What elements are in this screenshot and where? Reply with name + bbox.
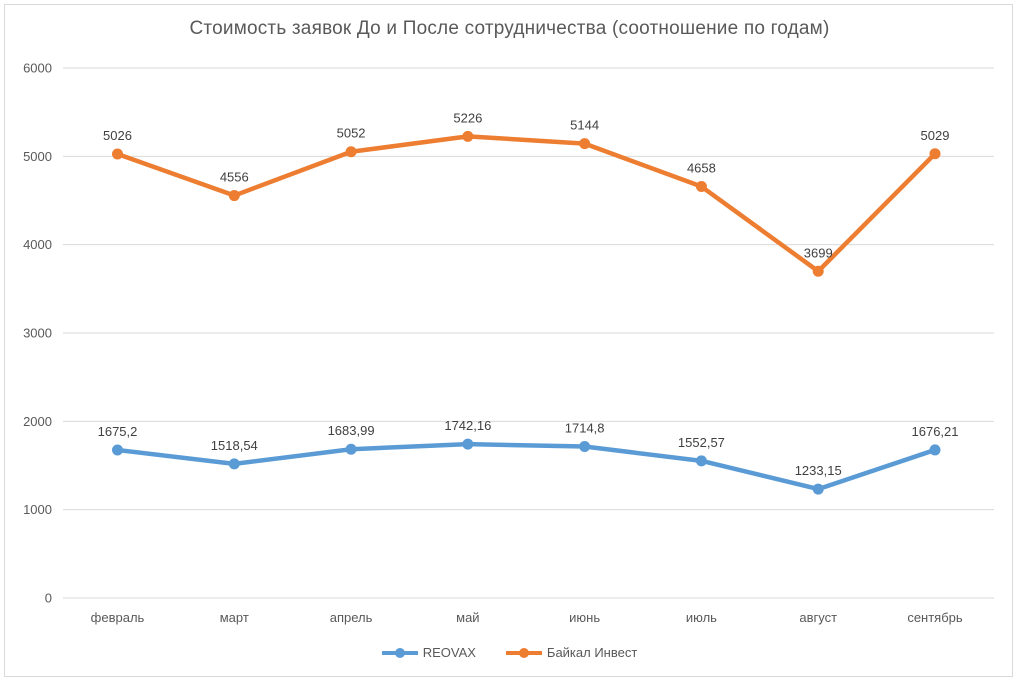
data-label: 4658 xyxy=(687,161,716,176)
data-point xyxy=(462,130,474,142)
data-point xyxy=(345,146,357,158)
x-axis-label: апрель xyxy=(330,610,373,625)
data-point xyxy=(579,441,591,453)
data-label: 5052 xyxy=(337,126,366,141)
data-point xyxy=(462,438,474,450)
y-tick-label: 1000 xyxy=(23,502,52,517)
data-label: 5144 xyxy=(570,118,599,133)
x-axis-label: июнь xyxy=(569,610,600,625)
data-point xyxy=(695,455,707,467)
legend-marker-baikal-invest xyxy=(505,647,542,658)
x-axis-label: февраль xyxy=(91,610,145,625)
y-tick-label: 5000 xyxy=(23,149,52,164)
chart-frame xyxy=(4,4,1013,677)
data-label: 1233,15 xyxy=(795,463,842,478)
data-point xyxy=(345,443,357,455)
data-point xyxy=(112,444,123,456)
data-label: 1742,16 xyxy=(444,418,491,433)
x-axis-label: август xyxy=(799,610,837,625)
data-label: 5026 xyxy=(103,128,132,143)
series-line-reovax xyxy=(115,441,938,492)
y-tick-label: 2000 xyxy=(23,414,52,429)
y-tick-label: 4000 xyxy=(23,237,52,252)
legend-marker-reovax xyxy=(381,647,418,658)
data-label: 1676,21 xyxy=(912,424,959,439)
data-point xyxy=(812,483,824,495)
data-label: 3699 xyxy=(804,245,833,260)
x-axis-label: март xyxy=(220,610,249,625)
y-tick-label: 0 xyxy=(45,591,52,606)
data-label: 5226 xyxy=(453,110,482,125)
data-label: 1518,54 xyxy=(211,438,258,453)
x-axis-label: сентябрь xyxy=(907,610,963,625)
legend-label-baikal-invest: Байкал Инвест xyxy=(546,645,638,660)
data-point xyxy=(228,458,240,470)
data-point xyxy=(579,138,591,150)
legend-item-reovax: REOVAX xyxy=(381,645,476,660)
data-label: 4556 xyxy=(220,170,249,185)
y-tick-label: 3000 xyxy=(23,326,52,341)
data-label: 5029 xyxy=(921,128,950,143)
legend-item-baikal-invest: Байкал Инвест xyxy=(505,645,638,660)
chart-title: Стоимость заявок До и После сотрудничест… xyxy=(189,18,830,39)
data-point xyxy=(228,190,240,202)
data-label: 1683,99 xyxy=(328,423,375,438)
legend: REOVAX Байкал Инвест xyxy=(0,645,1019,660)
series-line-байкал-инвест xyxy=(115,134,938,274)
y-tick-label: 6000 xyxy=(23,61,52,76)
x-axis-label: июль xyxy=(686,610,717,625)
data-point xyxy=(929,444,941,456)
data-point xyxy=(812,265,824,277)
legend-label-reovax: REOVAX xyxy=(422,645,476,660)
data-label: 1675,2 xyxy=(98,424,138,439)
data-point xyxy=(695,181,707,193)
x-axis-label: май xyxy=(456,610,479,625)
data-point xyxy=(929,148,941,160)
data-point xyxy=(112,148,123,160)
data-label: 1552,57 xyxy=(678,435,725,450)
data-label: 1714,8 xyxy=(565,421,605,436)
